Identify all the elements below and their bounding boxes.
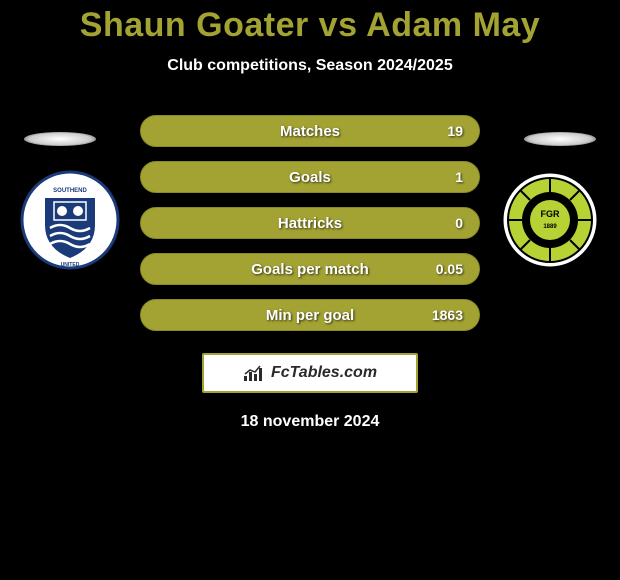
stat-row-hattricks: Hattricks 0 (140, 207, 480, 239)
stat-right-value: 0.05 (436, 261, 463, 277)
stat-right-value: 19 (447, 123, 463, 139)
date-line: 18 november 2024 (0, 413, 620, 431)
stat-right-value: 1863 (432, 307, 463, 323)
svg-text:FGR: FGR (541, 209, 560, 219)
stat-label: Hattricks (278, 215, 342, 232)
southend-united-crest-icon: SOUTHEND UNITED (20, 170, 120, 270)
team-right-crest: FGR 1889 FOREST GREEN ROVERS (500, 170, 600, 275)
brand-box[interactable]: FcTables.com (202, 353, 418, 393)
stat-right-value: 1 (455, 169, 463, 185)
page-title: Shaun Goater vs Adam May (0, 0, 620, 45)
svg-text:FOREST GREEN ROVERS: FOREST GREEN ROVERS (500, 170, 575, 172)
player-left-shadow (24, 132, 96, 146)
stat-label: Goals per match (251, 261, 369, 278)
bar-chart-icon (243, 364, 265, 382)
stat-row-min-per-goal: Min per goal 1863 (140, 299, 480, 331)
stat-row-goals-per-match: Goals per match 0.05 (140, 253, 480, 285)
svg-text:1889: 1889 (543, 224, 557, 230)
svg-text:UNITED: UNITED (61, 262, 80, 268)
team-left-crest: SOUTHEND UNITED (20, 170, 120, 275)
stat-label: Matches (280, 123, 340, 140)
stat-row-matches: Matches 19 (140, 115, 480, 147)
stat-right-value: 0 (455, 215, 463, 231)
player-right-shadow (524, 132, 596, 146)
stat-row-goals: Goals 1 (140, 161, 480, 193)
forest-green-rovers-crest-icon: FGR 1889 FOREST GREEN ROVERS (500, 170, 600, 270)
brand-text: FcTables.com (271, 364, 377, 382)
stat-label: Min per goal (266, 307, 354, 324)
subtitle: Club competitions, Season 2024/2025 (0, 57, 620, 75)
svg-text:SOUTHEND: SOUTHEND (53, 188, 87, 194)
stat-label: Goals (289, 169, 331, 186)
